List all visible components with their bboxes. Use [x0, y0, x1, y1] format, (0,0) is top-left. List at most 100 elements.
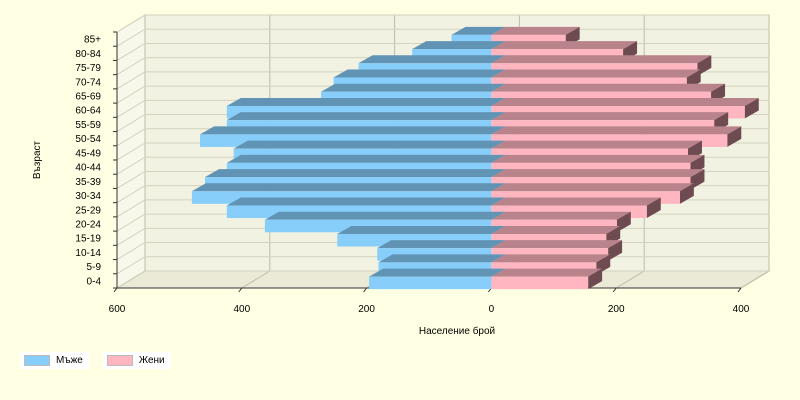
gridline-leftwall — [116, 128, 146, 147]
gridline-leftwall — [116, 256, 146, 275]
bar-top-female — [491, 197, 661, 206]
x-tick-mark — [612, 287, 617, 293]
bar-top-male — [204, 169, 506, 178]
y-tick-label: 75-79 — [75, 63, 101, 74]
bar-top-female — [491, 83, 726, 92]
gridline-floor — [740, 270, 770, 289]
gridline-leftwall — [116, 57, 146, 76]
x-tick-label: 400 — [733, 304, 750, 315]
gridline-leftwall — [116, 142, 146, 161]
y-axis-title: Възраст — [32, 140, 43, 179]
x-tick-mark — [113, 287, 118, 293]
y-tick-label: 0-4 — [87, 276, 102, 287]
gridline-leftwall — [116, 213, 146, 232]
legend-item-male: Мъже — [20, 352, 89, 369]
bar-top-female — [491, 211, 631, 220]
bar-side-female — [646, 197, 661, 219]
bar-top-male — [333, 69, 506, 78]
bar-top-female — [491, 169, 705, 178]
bar-top-male — [337, 225, 506, 234]
y-tick-label: 20-24 — [75, 220, 101, 231]
gridline-leftwall — [116, 43, 146, 61]
bar-male — [369, 276, 492, 290]
legend-swatch-female — [106, 355, 133, 366]
gridline-leftwall — [116, 114, 146, 132]
bar-top-female — [491, 126, 742, 135]
bar-side-female — [588, 268, 603, 290]
bar-side-female — [744, 97, 759, 119]
legend-label-male: Мъже — [56, 355, 83, 366]
x-tick-label: 600 — [109, 304, 126, 315]
bar-top-female — [491, 183, 694, 192]
bar-top-female — [491, 254, 611, 263]
y-tick-label: 85+ — [84, 35, 101, 46]
bar-top-female — [491, 55, 712, 64]
bar-top-female — [491, 154, 705, 163]
x-tick-label: 200 — [358, 304, 375, 315]
gridline-floor — [241, 270, 271, 289]
gridline-leftwall — [116, 156, 146, 175]
bar-top-female — [491, 41, 638, 50]
bar-top-male — [226, 154, 506, 163]
x-tick-mark — [737, 287, 742, 293]
legend: Мъже Жени — [20, 352, 171, 369]
y-tick-label: 45-49 — [75, 148, 101, 159]
bar-top-female — [491, 97, 759, 106]
y-tick-label: 80-84 — [75, 49, 101, 60]
gridline-leftwall — [116, 85, 146, 104]
bar-top-female — [491, 240, 623, 249]
bar-top-male — [321, 83, 506, 92]
y-tick-label: 25-29 — [75, 205, 101, 216]
bar-side-female — [608, 240, 623, 261]
bar-top-male — [199, 126, 506, 135]
gridline-leftwall — [116, 14, 146, 33]
bar-top-male — [191, 183, 506, 192]
bar-top-female — [491, 69, 701, 78]
bar-top-male — [233, 140, 506, 149]
gridline-leftwall — [116, 270, 146, 289]
x-tick-mark — [363, 287, 368, 293]
bar-top-male — [369, 268, 506, 277]
x-tick-label: 0 — [489, 304, 495, 315]
y-tick-label: 50-54 — [75, 134, 101, 145]
bar-top-female — [491, 140, 702, 149]
gridline-leftwall — [116, 199, 146, 218]
bar-top-male — [226, 112, 506, 121]
y-tick-label: 15-19 — [75, 234, 101, 245]
x-tick-mark — [238, 287, 243, 293]
bar-top-male — [451, 26, 506, 35]
bar-top-male — [378, 254, 506, 263]
gridline-leftwall — [116, 171, 146, 189]
gridline-leftwall — [116, 185, 146, 204]
gridline-leftwall — [116, 99, 146, 118]
bar-top-female — [491, 26, 580, 35]
y-tick-label: 65-69 — [75, 92, 101, 103]
bar-top-male — [226, 197, 506, 206]
y-tick-label: 5-9 — [87, 262, 102, 273]
y-tick-label: 30-34 — [75, 191, 101, 202]
bar-top-female — [491, 268, 603, 277]
y-tick-label: 40-44 — [75, 163, 101, 174]
bar-top-male — [226, 97, 506, 106]
x-tick-label: 200 — [608, 304, 625, 315]
legend-label-female: Жени — [138, 355, 165, 366]
gridline-floor — [615, 270, 645, 289]
y-tick-label: 10-14 — [75, 248, 101, 259]
legend-item-female: Жени — [102, 352, 171, 369]
x-axis-title: Население брой — [419, 325, 495, 337]
legend-swatch-male — [24, 355, 50, 366]
y-tick-label: 60-64 — [75, 106, 101, 117]
gridline-leftwall — [116, 71, 146, 90]
bar-top-male — [264, 211, 506, 220]
gridline-leftwall — [116, 242, 146, 260]
y-tick-label: 55-59 — [75, 120, 101, 131]
bar-side-female — [727, 126, 742, 147]
gridline-leftwall — [116, 28, 146, 47]
bar-side-female — [690, 169, 705, 190]
gridline-leftwall — [116, 227, 146, 246]
bar-female — [491, 276, 589, 290]
bar-top-female — [491, 225, 621, 234]
bar-side-female — [697, 55, 712, 76]
